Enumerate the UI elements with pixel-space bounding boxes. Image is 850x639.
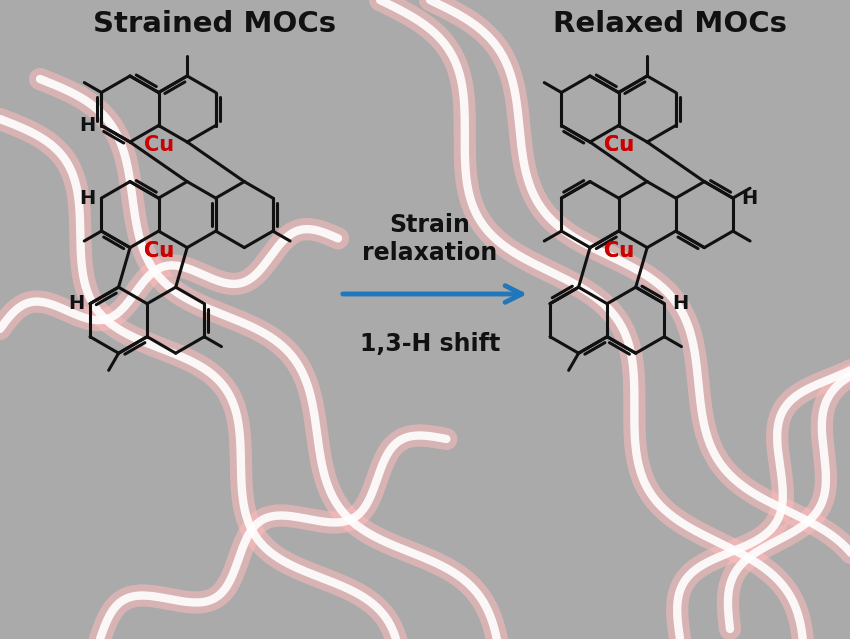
Text: Cu: Cu xyxy=(604,135,633,155)
Text: H: H xyxy=(672,294,688,313)
Text: H: H xyxy=(79,116,95,135)
Text: Cu: Cu xyxy=(604,241,633,261)
Text: Cu: Cu xyxy=(144,241,173,261)
Text: 1,3-H shift: 1,3-H shift xyxy=(360,332,500,356)
Text: Relaxed MOCs: Relaxed MOCs xyxy=(553,10,787,38)
Text: Cu: Cu xyxy=(604,241,633,261)
Text: H: H xyxy=(68,294,84,313)
Text: Strained MOCs: Strained MOCs xyxy=(94,10,337,38)
Text: Cu: Cu xyxy=(144,241,173,261)
Text: Cu: Cu xyxy=(144,135,173,155)
Text: H: H xyxy=(79,189,95,208)
Text: Cu: Cu xyxy=(604,135,633,155)
Text: H: H xyxy=(740,189,757,208)
Text: Strain
relaxation: Strain relaxation xyxy=(362,213,497,265)
